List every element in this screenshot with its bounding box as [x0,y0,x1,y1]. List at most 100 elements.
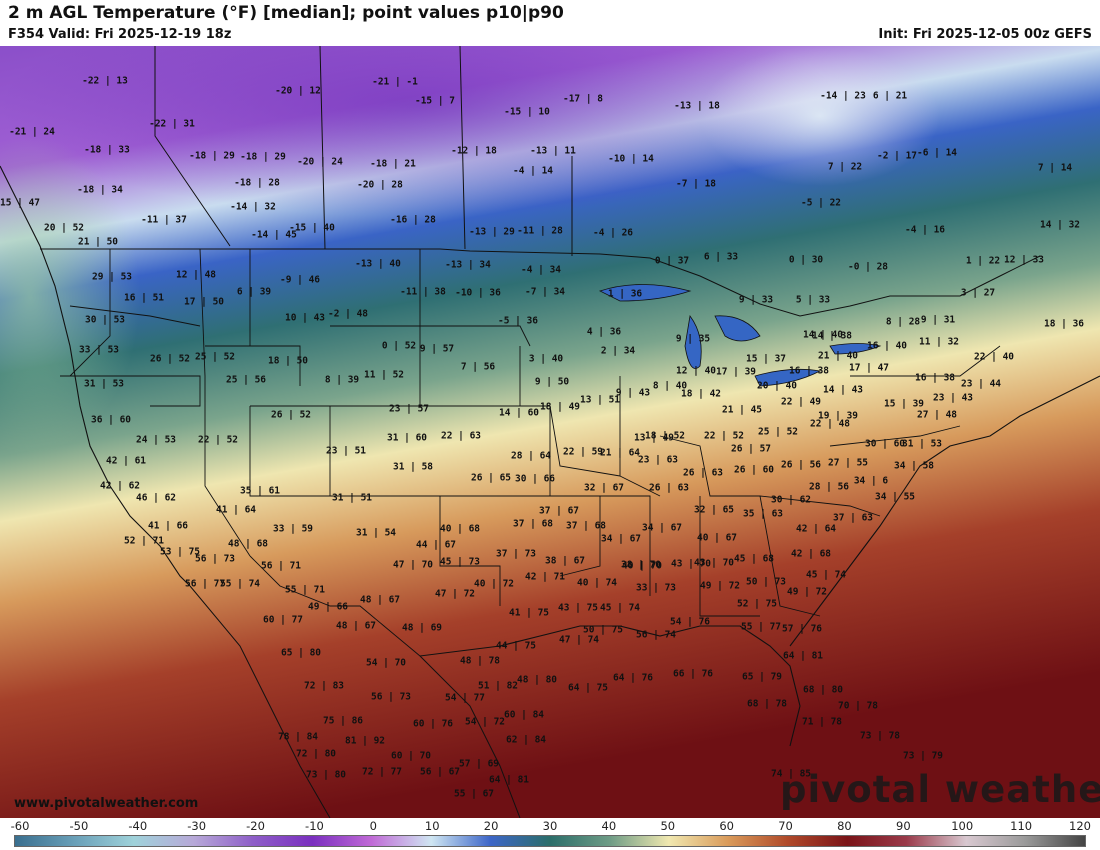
point-value: 9 | 33 [738,294,774,306]
point-value: 0 | 52 [381,340,417,352]
point-value: -17 | 8 [562,93,604,105]
us-canada-border [40,248,1041,317]
point-value: 37 | 67 [538,505,580,517]
point-value: 15 | 37 [745,353,787,365]
point-value: -11 | 28 [517,225,563,237]
point-value: 16 | 38 [914,372,956,384]
point-value: 0 | 37 [654,255,690,267]
point-value: -18 | 29 [189,150,235,162]
point-value: 23 | 51 [325,445,367,457]
point-value: 35 | 63 [742,508,784,520]
colorbar: -60 -50 -40 -30 -20 -10 0 10 20 30 40 50 60 70 80 90 100… [0,818,1100,850]
point-value: 1 | 22 [965,255,1001,267]
point-value: 14 | 60 [498,407,540,419]
point-value: 18 | 50 [267,355,309,367]
point-value: 17 | 39 [715,366,757,378]
point-value: 30 | 66 [514,473,556,485]
point-value: 30 | 62 [770,494,812,506]
point-value: 14 | 40 [802,329,844,341]
point-value: 55 | 77 [740,621,782,633]
point-value: 8 | 28 [885,316,921,328]
point-value: 37 | 68 [565,520,607,532]
point-value: 6 | 21 [872,90,908,102]
point-value: 34 | 55 [874,491,916,503]
point-value: 26 | 52 [149,353,191,365]
point-value: 1 | 36 [607,288,643,300]
point-value: 9 | 35 [675,333,711,345]
point-value: 51 | 82 [477,680,519,692]
point-value: 43 | 70 [670,558,712,570]
point-value: 50 | 75 [582,624,624,636]
point-value: 73 | 79 [902,750,944,762]
point-value: 5 | 33 [795,294,831,306]
point-value: -7 | 18 [675,178,717,190]
point-value: -16 | 28 [390,214,436,226]
state-borders [60,248,1001,657]
point-value: 65 | 79 [741,671,783,683]
point-value: -2 | 17 [876,150,918,162]
valid-time: F354 Valid: Fri 2025-12-19 18z [8,27,232,42]
point-value: 33 | 73 [635,582,677,594]
point-value: 11 | 32 [918,336,960,348]
point-value: 72 | 77 [361,766,403,778]
colorbar-tick-label: 110 [1010,819,1033,833]
point-value: 57 | 76 [781,623,823,635]
point-value: 21 | 50 [77,236,119,248]
point-value: 56 | 71 [260,560,302,572]
point-value: 22 | 52 [703,430,745,442]
point-value: 12 | 33 [1003,254,1045,266]
point-value: 49 | 72 [699,580,741,592]
map-title: 2 m AGL Temperature (°F) [median]; point… [8,3,564,23]
point-value: 27 | 55 [827,457,869,469]
point-value: 13 | 51 [579,394,621,406]
point-value: 64 | 81 [488,774,530,786]
point-value: -21 | 24 [9,126,55,138]
point-value: 22 | 59 [562,446,604,458]
point-value: 21 | 64 [599,447,641,459]
colorbar-tick-label: 40 [601,819,617,833]
point-value: -11 | 38 [400,286,446,298]
point-value: 14 | 32 [1039,219,1081,231]
point-value: 64 | 75 [567,682,609,694]
point-value: 0 | 30 [788,254,824,266]
point-value: 3 | 27 [960,287,996,299]
point-value: 56 | 74 [635,629,677,641]
point-value: -18 | 33 [84,144,130,156]
point-value: 54 | 70 [365,657,407,669]
point-value: 18 | 49 [539,401,581,413]
gulf-coastline [499,625,801,747]
point-value: 21 | 40 [817,350,859,362]
point-value: 23 | 63 [637,454,679,466]
point-value: 9 | 50 [534,376,570,388]
colorbar-tick-label: -10 [305,819,324,833]
point-value: -0 | 28 [847,261,889,273]
point-value: -7 | 34 [524,286,566,298]
colorbar-tick-label: 60 [719,819,734,833]
point-value: 13 | 49 [633,432,675,444]
point-value: 32 | 67 [583,482,625,494]
point-value: 42 | 68 [790,548,832,560]
website-url[interactable]: www.pivotalweather.com [14,796,199,811]
point-value: 40 | 70 [621,560,663,572]
point-value: 38 | 67 [544,555,586,567]
point-value: -15 | 10 [504,106,550,118]
point-value: 45 | 74 [805,569,847,581]
colorbar-tick-label: -60 [10,819,30,833]
mexico-coastline [419,655,521,818]
province-line [319,46,326,250]
point-value: 55 | 74 [219,578,261,590]
point-value: 10 | 43 [284,312,326,324]
point-value: -12 | 18 [451,145,497,157]
point-value: 26 | 57 [730,443,772,455]
point-value: 73 | 80 [305,769,347,781]
point-value: 43 | 75 [557,602,599,614]
point-value: -13 | 11 [530,145,576,157]
point-value: -4 | 34 [520,264,562,276]
point-value: 7 | 22 [827,161,863,173]
point-value: 11 | 52 [363,369,405,381]
pacific-coastline [0,165,191,587]
point-value: -4 | 16 [904,224,946,236]
pivotal-weather-logo: pivotal weather [780,768,1100,811]
point-value: 35 | 61 [239,485,281,497]
point-value: 42 | 64 [795,523,837,535]
